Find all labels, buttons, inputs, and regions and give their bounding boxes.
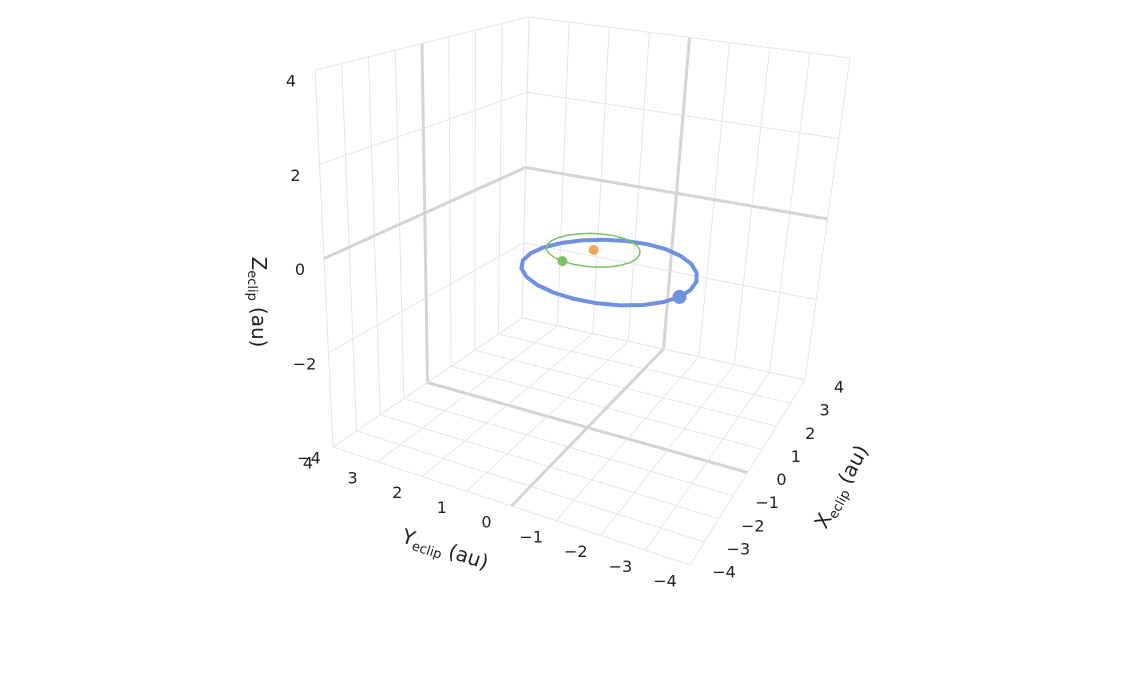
- x-tick-label: 2: [805, 424, 815, 443]
- grid-line: [319, 91, 528, 165]
- orbit-line: [545, 232, 641, 268]
- y-tick-label: 4: [303, 454, 313, 473]
- grid-line: [525, 166, 828, 221]
- x-tick-label: 4: [834, 378, 844, 397]
- grid-line: [521, 317, 806, 381]
- grid-line: [528, 16, 851, 59]
- x-tick-label: −2: [741, 516, 765, 535]
- y-tick-label: 2: [392, 483, 402, 502]
- body-marker: [672, 289, 687, 304]
- axis-title-unit: (au): [248, 307, 272, 348]
- grid-line: [323, 166, 527, 260]
- grid-line: [689, 379, 806, 566]
- y-tick-label: −3: [609, 557, 633, 576]
- grid-line: [523, 242, 817, 300]
- grid-line: [328, 242, 524, 354]
- grid-line: [555, 356, 700, 522]
- y-tick-label: 1: [437, 498, 447, 517]
- grid-line: [332, 446, 691, 566]
- y-tick-label: −2: [564, 542, 588, 561]
- x-tick-label: 1: [791, 447, 801, 466]
- plot-area: [519, 232, 699, 308]
- x-tick-label: −3: [727, 539, 751, 558]
- body-marker: [588, 245, 599, 255]
- grid-line: [510, 347, 665, 508]
- grid-line: [377, 325, 558, 463]
- y-tick-label: 3: [348, 468, 358, 487]
- grid-line: [600, 364, 735, 536]
- x-tick-label: 0: [776, 470, 786, 489]
- grid: [314, 16, 851, 566]
- z-tick-label: 2: [290, 166, 300, 185]
- axis-title-main: Z: [248, 257, 272, 271]
- y-tick-label: −4: [653, 572, 677, 591]
- grid-line: [527, 91, 839, 139]
- x-tick-label: −1: [755, 493, 779, 512]
- grid-line: [466, 340, 629, 492]
- labels: −4−3−2−101234−4−3−2−101234−4−2024Xeclip(…: [245, 72, 873, 591]
- y-tick-label: 0: [481, 513, 491, 532]
- body-marker: [557, 256, 568, 267]
- grid-line: [332, 317, 523, 448]
- y-tick-label: −1: [519, 527, 543, 546]
- z-tick-label: 4: [286, 72, 296, 91]
- grid-line: [644, 371, 771, 551]
- yaxis-title: Yeclip(au): [397, 523, 491, 577]
- orbit-line: [519, 237, 699, 308]
- x-tick-label: 3: [820, 401, 830, 420]
- z-tick-label: −2: [293, 354, 317, 373]
- zaxis-title: Zeclip (au): [245, 257, 272, 348]
- grid-line: [314, 16, 530, 71]
- x-tick-label: −4: [712, 563, 736, 582]
- z-tick-label: −4: [297, 449, 321, 468]
- axis-title-sub: eclip: [245, 270, 260, 301]
- z-tick-label: 0: [295, 260, 305, 279]
- grid-line: [421, 333, 594, 477]
